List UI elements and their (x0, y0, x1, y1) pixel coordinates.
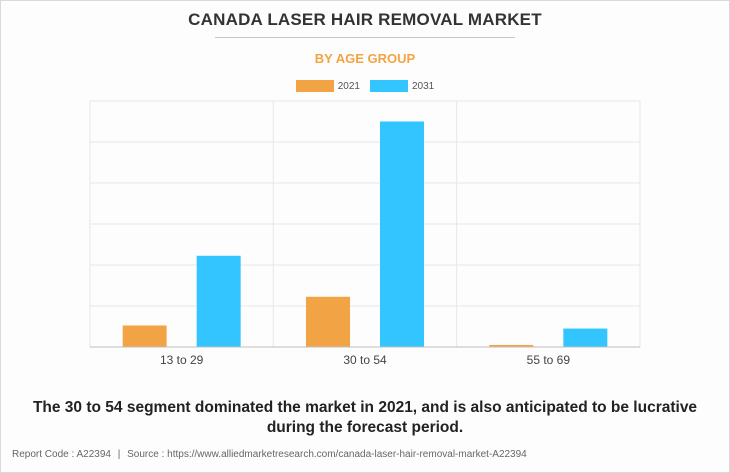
title-divider (215, 37, 515, 38)
legend-item-2021[interactable]: 2021 (295, 80, 360, 92)
legend-label-2031: 2031 (412, 80, 435, 92)
chart-caption: The 30 to 54 segment dominated the marke… (32, 399, 698, 436)
chart-title: CANADA LASER HAIR REMOVAL MARKET (188, 10, 542, 29)
chart-legend: 2021 2031 (0, 80, 730, 92)
bar-2021-13-to-29 (122, 325, 167, 347)
bar-2021-30-to-54 (306, 296, 350, 347)
legend-swatch-2031 (370, 80, 408, 92)
chart-subtitle: BY AGE GROUP (314, 51, 416, 66)
report-code: Report Code : A22394 (12, 449, 111, 460)
x-tick-label: 30 to 54 (343, 353, 387, 367)
bar-chart: 13 to 29 30 to 54 55 to 69 (89, 100, 641, 367)
bar-2031-13-to-29 (196, 255, 241, 347)
legend-swatch-2021 (295, 80, 334, 92)
legend-label-2021: 2021 (337, 80, 360, 92)
x-tick-label: 55 to 69 (527, 353, 571, 367)
source-text: Source : https://www.alliedmarketresearc… (127, 449, 527, 460)
bar-2031-30-to-54 (380, 121, 424, 347)
footer-separator: | (117, 449, 121, 460)
footer: Report Code : A22394 | Source : https://… (12, 449, 527, 460)
bar-2021-55-to-69 (489, 344, 534, 347)
x-tick-label: 13 to 29 (160, 353, 204, 367)
bar-2031-55-to-69 (563, 328, 608, 347)
legend-item-2031[interactable]: 2031 (370, 80, 434, 92)
